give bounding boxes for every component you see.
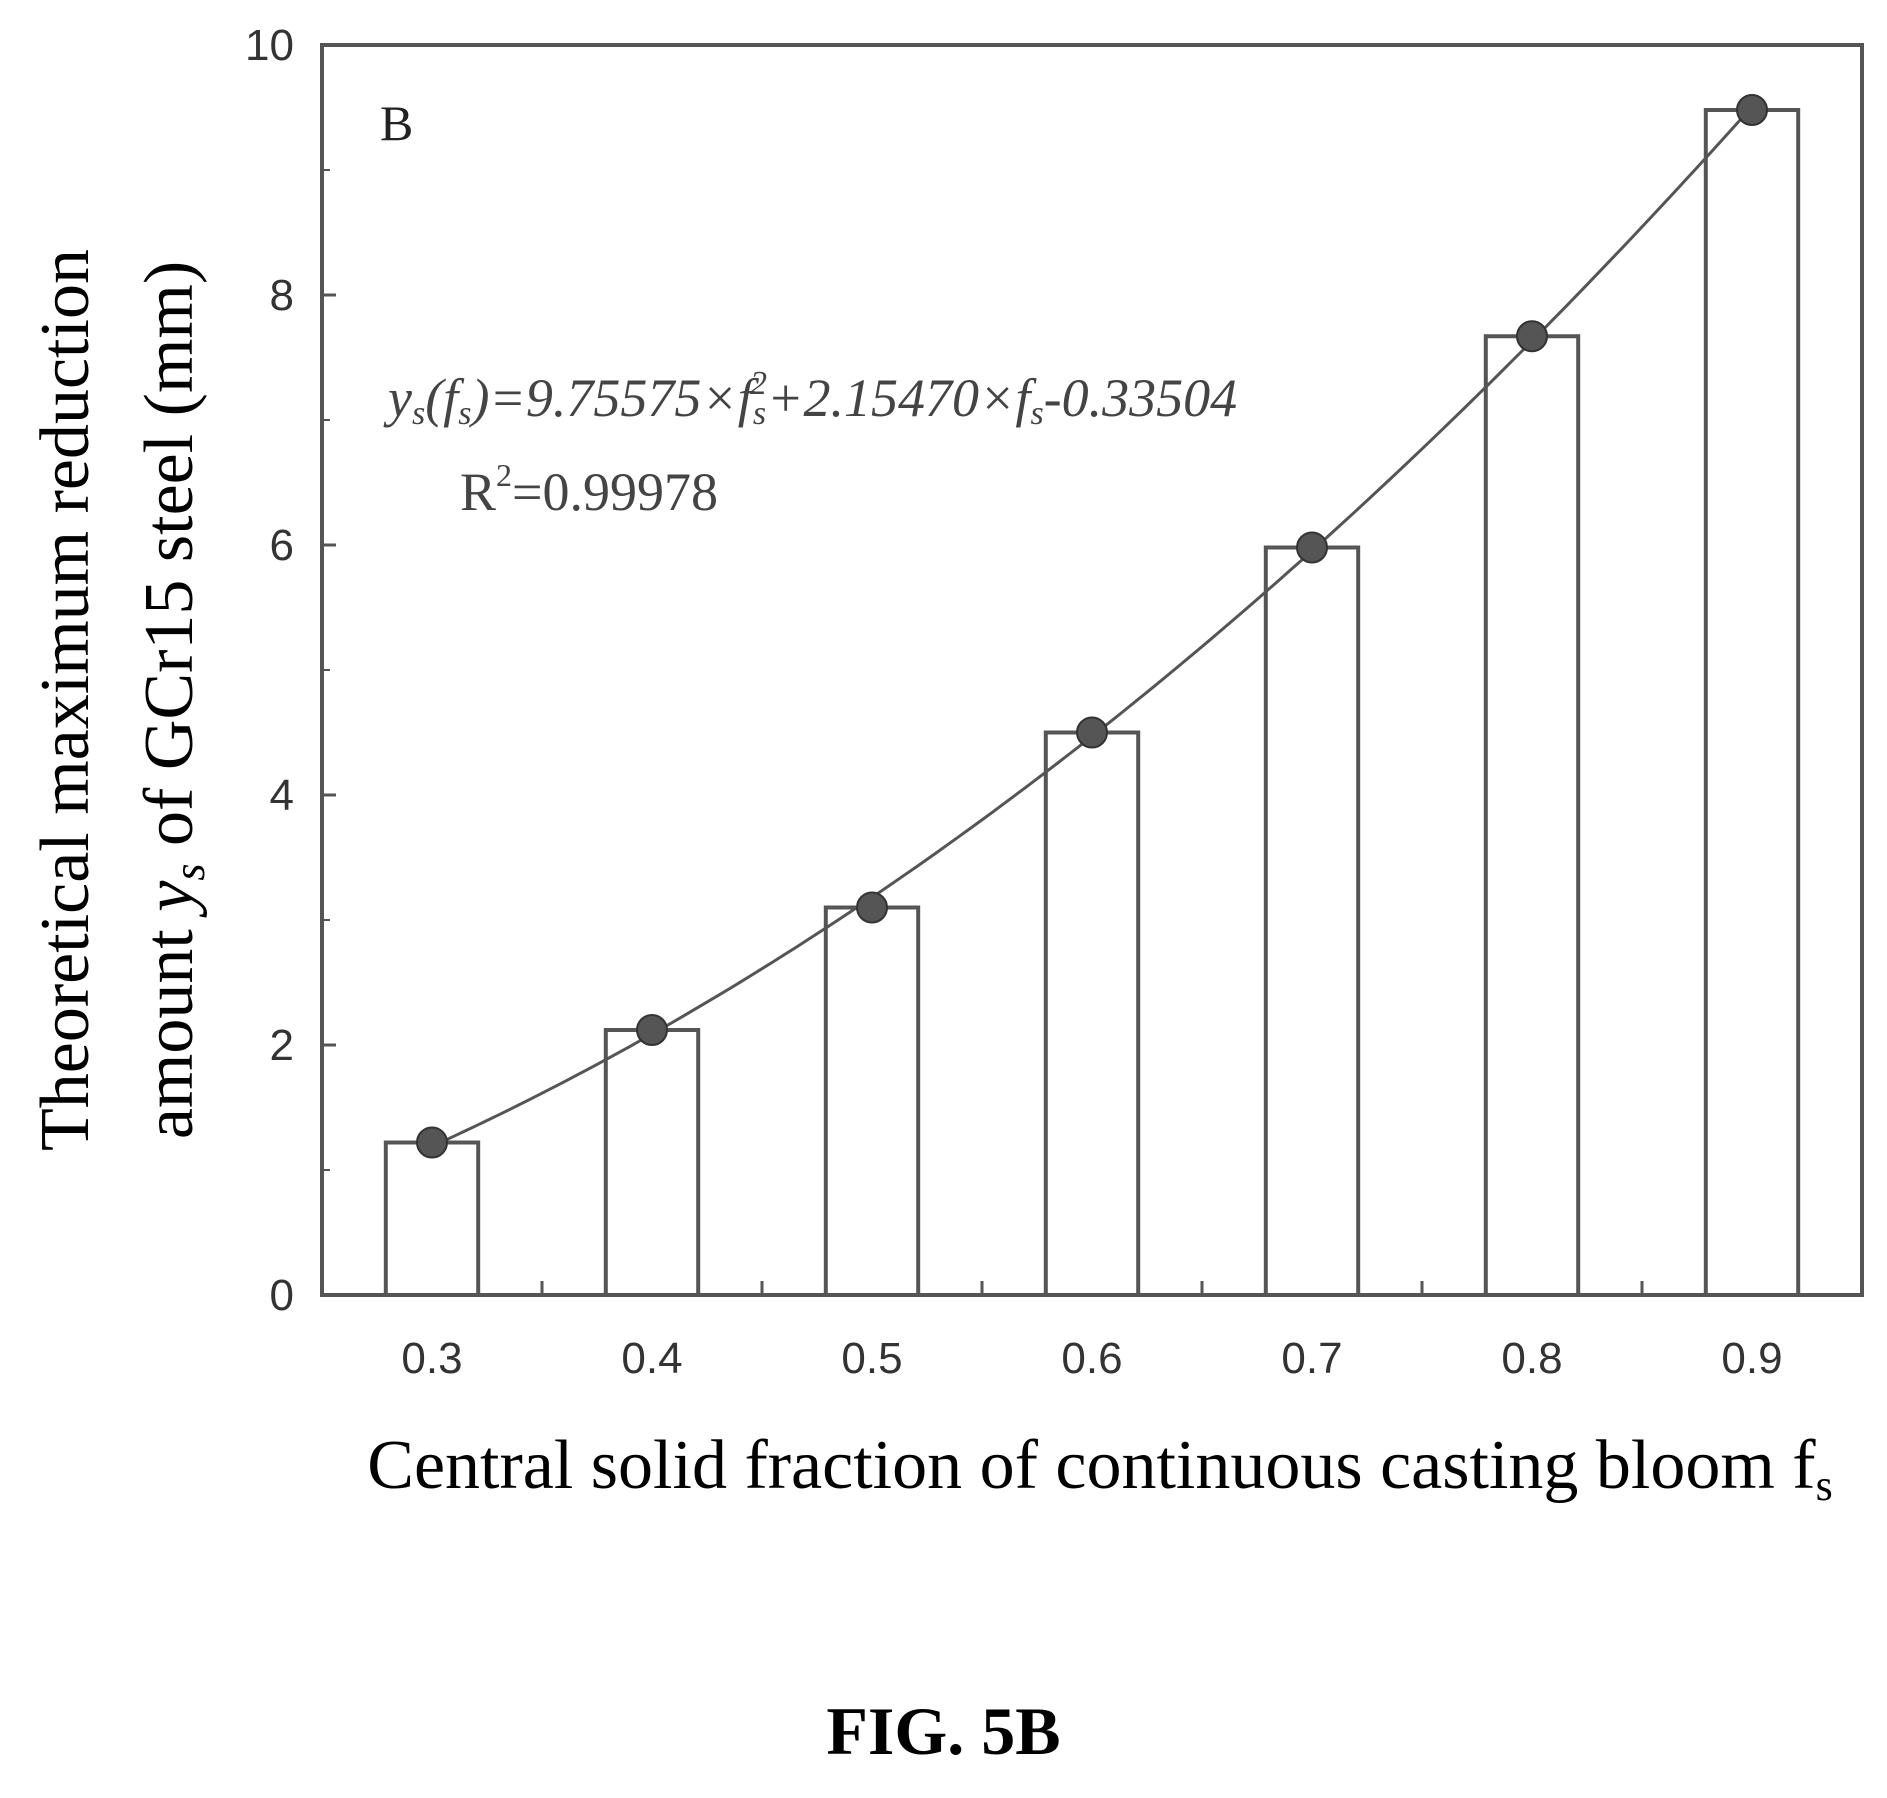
fit-r-squared: R2=0.99978: [460, 457, 718, 522]
data-point: [636, 1014, 668, 1046]
x-tick-label: 0.7: [1281, 1334, 1342, 1383]
bar: [1703, 108, 1801, 1297]
x-axis-ticks: 0.3 0.4 0.5 0.6 0.7 0.8 0.9: [401, 1281, 1783, 1383]
panel-label: B: [380, 95, 413, 151]
data-point: [1516, 320, 1548, 353]
x-tick-label: 0.8: [1501, 1334, 1562, 1383]
bar: [1043, 730, 1141, 1297]
data-point: [1736, 94, 1768, 126]
x-tick-label: 0.3: [401, 1334, 462, 1383]
y-tick-label: 10: [245, 21, 294, 70]
data-point: [1296, 531, 1328, 564]
data-point: [1076, 716, 1108, 749]
y-tick-label: 0: [270, 1271, 294, 1320]
y-axis-title-line2: amount ys of GCr15 steel (mm): [131, 261, 214, 1139]
point-series: [416, 94, 1768, 1159]
figure-caption: FIG. 5B: [826, 1693, 1061, 1769]
bar: [1483, 334, 1581, 1297]
x-tick-label: 0.5: [841, 1334, 902, 1383]
x-axis-title: Central solid fraction of continuous cas…: [367, 1427, 1832, 1510]
y-tick-label: 6: [270, 521, 294, 570]
fit-equation: ys(fs)=9.75575×fs2+2.15470×fs-0.33504: [383, 365, 1237, 432]
data-point: [856, 891, 888, 924]
x-tick-label: 0.4: [621, 1334, 682, 1383]
bar: [383, 1140, 481, 1297]
x-tick-label: 0.6: [1061, 1334, 1122, 1383]
data-point: [416, 1126, 448, 1159]
y-tick-label: 8: [270, 271, 294, 320]
y-tick-label: 4: [270, 771, 294, 820]
bar: [1263, 545, 1361, 1297]
bar: [823, 905, 921, 1297]
y-axis-title-line1: Theoretical maximum reduction: [27, 249, 104, 1151]
x-tick-label: 0.9: [1721, 1334, 1782, 1383]
bar-series: [383, 108, 1801, 1297]
y-tick-label: 2: [270, 1021, 294, 1070]
y-axis-ticks: 0 2 4 6 8 10: [245, 21, 336, 1320]
bar: [603, 1028, 701, 1297]
